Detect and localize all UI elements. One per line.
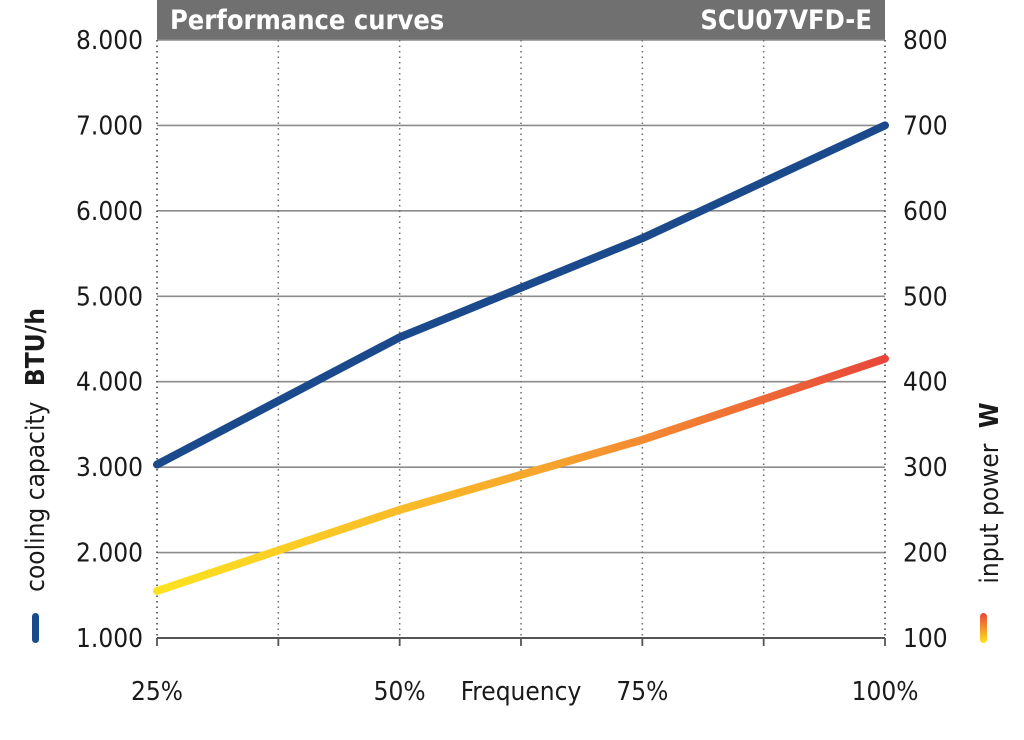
x-axis-tick-label: 75% — [616, 677, 668, 707]
chart-title: Performance curves — [170, 5, 444, 36]
right-axis-tick-label: 600 — [903, 197, 948, 227]
left-axis-label: cooling capacity — [21, 401, 51, 591]
right-axis-label: input power — [975, 443, 1005, 583]
right-axis-tick-label: 400 — [903, 368, 948, 398]
cooling-capacity-line — [153, 121, 889, 469]
legend-swatch-power — [980, 613, 987, 643]
right-axis-tick-label: 300 — [903, 453, 948, 483]
chart-header-banner — [157, 0, 885, 40]
right-axis-tick-label: 700 — [903, 111, 948, 141]
chart-grid — [156, 39, 886, 639]
left-axis-tick-label: 3.000 — [76, 453, 143, 483]
x-axis-tick-label: 25% — [131, 677, 183, 707]
right-axis-title: input power W — [975, 402, 1005, 583]
left-axis-tick-label: 2.000 — [76, 539, 143, 569]
chart-subtitle: SCU07VFD-E — [700, 5, 872, 36]
chart-axes — [156, 40, 886, 646]
left-axis-tick-label: 6.000 — [76, 197, 143, 227]
x-axis-label: Frequency — [461, 677, 582, 707]
right-axis-ticks: 100 200 300 400 500 600 700 800 — [903, 26, 948, 654]
chart-series — [153, 121, 889, 596]
x-axis-ticks: 25% 50% 75% 100% — [131, 677, 918, 707]
left-axis-unit: BTU/h — [21, 308, 51, 386]
legend-swatch-cooling — [32, 613, 39, 643]
right-axis-unit: W — [975, 402, 1005, 428]
left-axis-tick-label: 1.000 — [76, 624, 143, 654]
left-axis-tick-label: 7.000 — [76, 111, 143, 141]
right-axis-tick-label: 200 — [903, 539, 948, 569]
right-axis-tick-label: 100 — [903, 624, 948, 654]
x-axis-tick-label: 50% — [374, 677, 426, 707]
left-axis-tick-label: 8.000 — [76, 26, 143, 56]
left-axis-tick-label: 4.000 — [76, 368, 143, 398]
right-axis-tick-label: 500 — [903, 282, 948, 312]
x-axis-tick-label: 100% — [852, 677, 919, 707]
left-axis-title: cooling capacity BTU/h — [21, 308, 51, 592]
left-axis-ticks: 1.000 2.000 3.000 4.000 5.000 6.000 7.000 8.000 — [76, 26, 143, 654]
input-power-line — [153, 354, 889, 596]
right-axis-tick-label: 800 — [903, 26, 948, 56]
left-axis-tick-label: 5.000 — [76, 282, 143, 312]
